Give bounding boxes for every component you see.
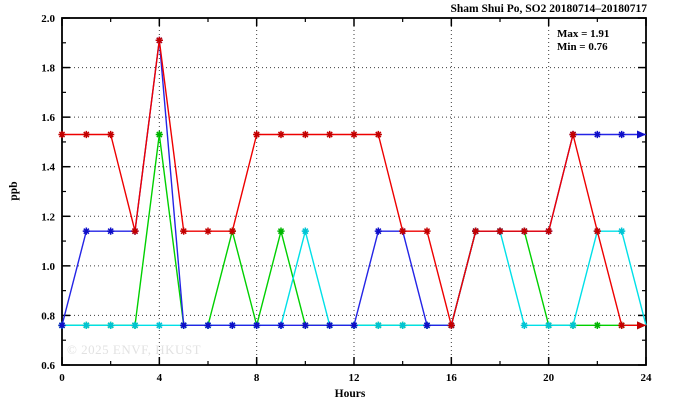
marker-blue-series: [350, 321, 358, 329]
marker-red-series: [228, 227, 236, 235]
x-tick-label: 12: [349, 372, 361, 384]
marker-red-series: [82, 130, 90, 139]
max-value-label: Max = 1.91: [557, 28, 610, 40]
marker-blue-series: [58, 321, 66, 329]
marker-red-series: [618, 321, 626, 329]
marker-red-series: [593, 227, 601, 235]
marker-red-series: [277, 130, 285, 139]
marker-cyan-series: [82, 321, 90, 329]
marker-blue-series: [82, 227, 90, 235]
marker-blue-series: [374, 227, 382, 235]
marker-blue-series: [253, 321, 261, 329]
y-tick-label: 2.0: [41, 13, 55, 25]
marker-red-series: [472, 227, 480, 235]
marker-blue-series: [326, 321, 334, 329]
marker-blue-series: [180, 321, 188, 329]
x-tick-label: 20: [543, 372, 555, 384]
marker-cyan-series: [520, 321, 528, 329]
chart-title: Sham Shui Po, SO2 20180714–20180717: [450, 3, 648, 15]
marker-cyan-series: [545, 321, 553, 329]
y-tick-label: 0.6: [41, 360, 55, 372]
marker-red-series: [520, 227, 528, 235]
marker-blue-series: [277, 321, 285, 329]
watermark: © 2025 ENVF, HKUST: [67, 342, 202, 357]
series-line-green-series: [62, 133, 646, 326]
marker-green-series: [277, 227, 285, 235]
y-tick-label: 1.6: [41, 112, 55, 124]
marker-red-series: [58, 130, 66, 139]
marker-green-series: [155, 130, 163, 139]
marker-blue-series: [593, 130, 601, 139]
marker-red-series: [569, 130, 577, 139]
y-tick-label: 0.8: [41, 310, 55, 322]
x-tick-label: 0: [59, 372, 65, 384]
marker-cyan-series: [569, 321, 577, 329]
marker-cyan-series: [399, 321, 407, 329]
marker-blue-series: [204, 321, 212, 329]
marker-red-series: [496, 227, 504, 235]
end-arrow-blue-series: [637, 130, 646, 139]
marker-red-series: [423, 227, 431, 235]
max-min-annotation: Max = 1.91 Min = 0.76: [557, 28, 609, 54]
marker-cyan-series: [301, 227, 309, 235]
marker-red-series: [155, 36, 163, 44]
y-tick-label: 1.4: [41, 162, 55, 174]
marker-cyan-series: [618, 227, 626, 235]
marker-red-series: [107, 130, 115, 139]
marker-cyan-series: [155, 321, 163, 329]
x-tick-label: 24: [641, 372, 653, 384]
y-axis-label: ppb: [8, 181, 20, 201]
marker-red-series: [131, 227, 139, 235]
marker-red-series: [374, 130, 382, 139]
marker-cyan-series: [374, 321, 382, 329]
marker-red-series: [301, 130, 309, 139]
x-tick-label: 16: [446, 372, 458, 384]
marker-cyan-series: [107, 321, 115, 329]
end-arrow-red-series: [637, 321, 646, 330]
y-tick-label: 1.2: [41, 211, 55, 223]
marker-blue-series: [107, 227, 115, 235]
marker-blue-series: [618, 130, 626, 139]
x-tick-label: 8: [254, 372, 260, 384]
marker-blue-series: [228, 321, 236, 329]
marker-green-series: [593, 321, 601, 329]
x-axis-label: Hours: [334, 388, 366, 400]
y-tick-label: 1.0: [41, 261, 55, 273]
marker-blue-series: [423, 321, 431, 329]
marker-red-series: [204, 227, 212, 235]
min-value-label: Min = 0.76: [557, 41, 608, 53]
y-tick-label: 1.8: [41, 63, 55, 75]
marker-red-series: [350, 130, 358, 139]
marker-red-series: [447, 321, 455, 329]
marker-cyan-series: [131, 321, 139, 329]
marker-red-series: [253, 130, 261, 139]
x-tick-label: 4: [157, 372, 163, 384]
marker-red-series: [326, 130, 334, 139]
marker-blue-series: [301, 321, 309, 329]
marker-red-series: [399, 227, 407, 235]
marker-red-series: [180, 227, 188, 235]
marker-red-series: [545, 227, 553, 235]
